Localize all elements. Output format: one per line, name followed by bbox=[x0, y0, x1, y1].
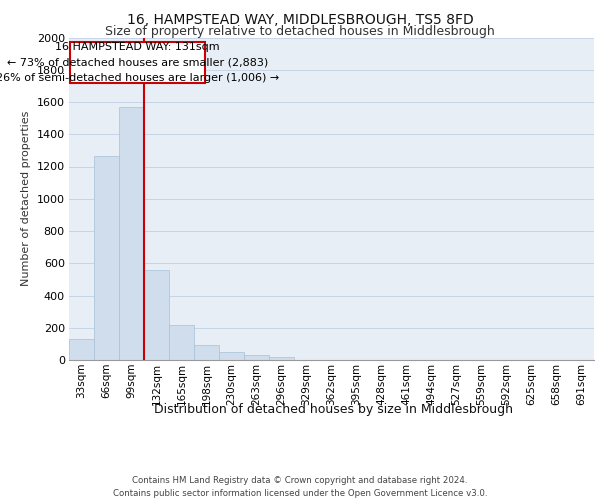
Text: 16 HAMPSTEAD WAY: 131sqm
← 73% of detached houses are smaller (2,883)
26% of sem: 16 HAMPSTEAD WAY: 131sqm ← 73% of detach… bbox=[0, 42, 280, 83]
Bar bbox=[169, 326, 194, 360]
Bar bbox=[94, 156, 119, 360]
Bar bbox=[119, 107, 144, 360]
Bar bbox=[69, 339, 94, 360]
Bar bbox=[219, 352, 244, 360]
Text: Size of property relative to detached houses in Middlesbrough: Size of property relative to detached ho… bbox=[105, 25, 495, 38]
Y-axis label: Number of detached properties: Number of detached properties bbox=[21, 111, 31, 286]
Text: 16, HAMPSTEAD WAY, MIDDLESBROUGH, TS5 8FD: 16, HAMPSTEAD WAY, MIDDLESBROUGH, TS5 8F… bbox=[127, 12, 473, 26]
Bar bbox=[244, 356, 269, 360]
Bar bbox=[269, 357, 294, 360]
Bar bbox=[144, 270, 169, 360]
Bar bbox=[194, 346, 219, 360]
FancyBboxPatch shape bbox=[70, 42, 205, 82]
Text: Distribution of detached houses by size in Middlesbrough: Distribution of detached houses by size … bbox=[154, 402, 512, 415]
Text: Contains HM Land Registry data © Crown copyright and database right 2024.
Contai: Contains HM Land Registry data © Crown c… bbox=[113, 476, 487, 498]
